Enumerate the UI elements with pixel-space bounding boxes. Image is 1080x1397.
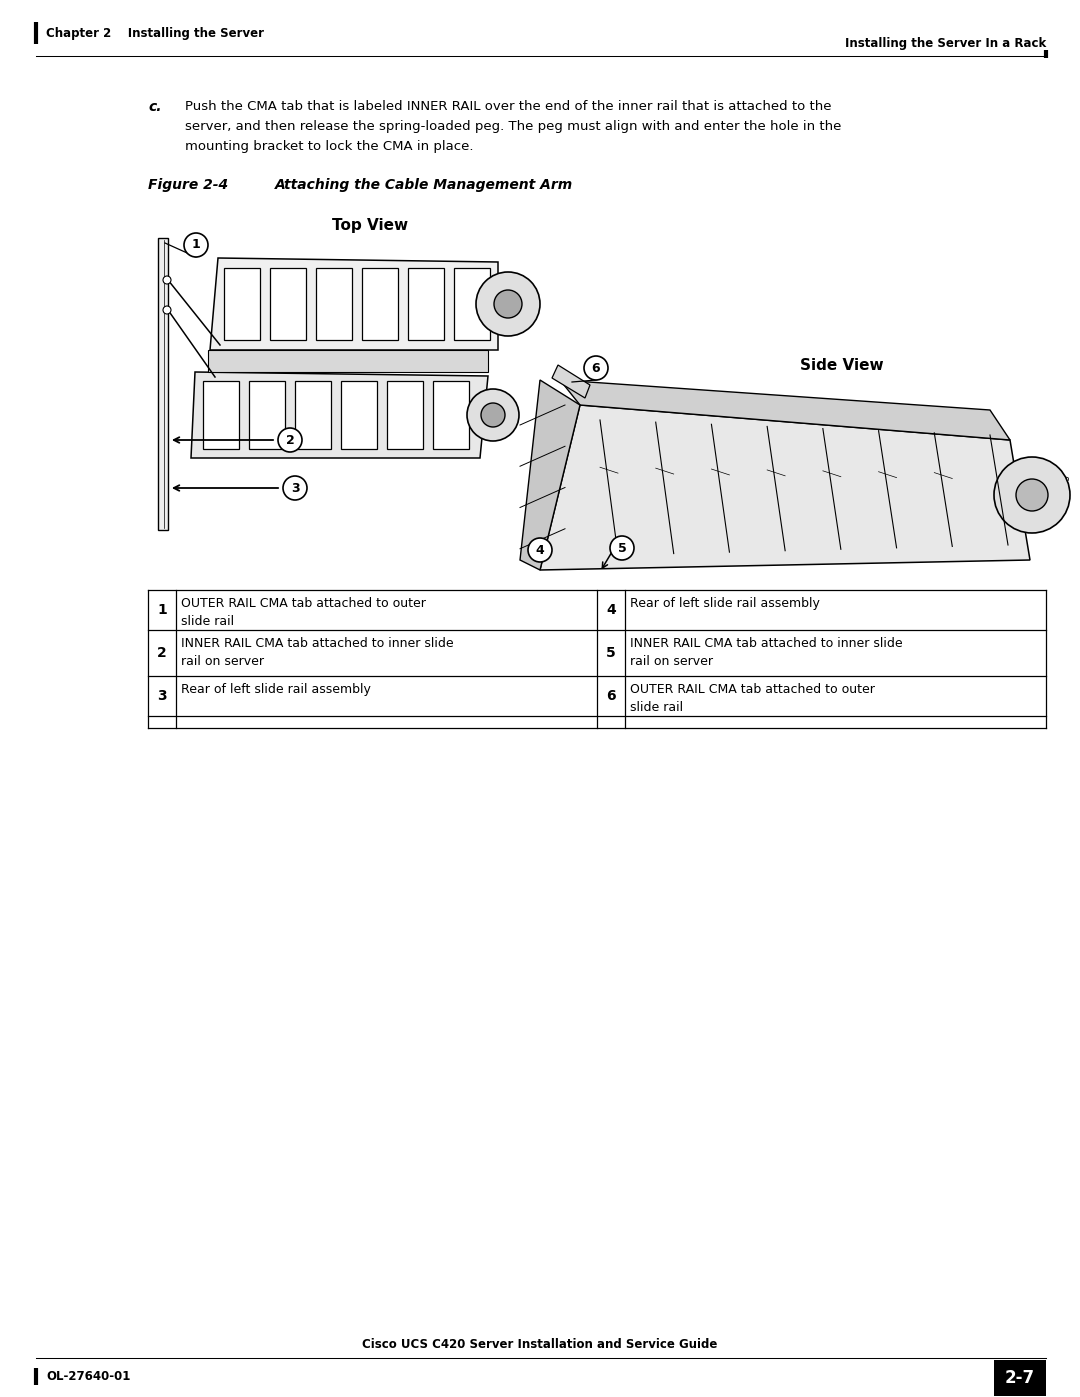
Text: 3: 3 [291, 482, 299, 495]
Bar [224, 268, 260, 339]
Text: 1: 1 [191, 239, 201, 251]
Bar [994, 1361, 1047, 1396]
Text: Chapter 2    Installing the Server: Chapter 2 Installing the Server [46, 27, 264, 39]
Text: 4: 4 [606, 604, 616, 617]
Circle shape [994, 457, 1070, 534]
Text: Push the CMA tab that is labeled INNER RAIL over the end of the inner rail that : Push the CMA tab that is labeled INNER R… [185, 101, 832, 113]
Bar [270, 268, 306, 339]
Bar [408, 268, 444, 339]
Text: 6: 6 [606, 689, 616, 703]
Circle shape [528, 538, 552, 562]
Text: Top View: Top View [332, 218, 408, 233]
Text: 2: 2 [285, 433, 295, 447]
Circle shape [494, 291, 522, 319]
Polygon shape [540, 405, 1030, 570]
Text: 6: 6 [592, 362, 600, 374]
Bar [316, 268, 352, 339]
Text: 330535: 330535 [1063, 474, 1071, 506]
Text: Side View: Side View [800, 358, 883, 373]
Bar [387, 381, 423, 448]
Circle shape [584, 356, 608, 380]
Bar [454, 268, 490, 339]
Circle shape [1016, 479, 1048, 511]
Bar [341, 381, 377, 448]
Text: OL-27640-01: OL-27640-01 [46, 1369, 131, 1383]
Text: 2: 2 [157, 645, 167, 659]
Circle shape [278, 427, 302, 453]
Bar [203, 381, 239, 448]
Text: OUTER RAIL CMA tab attached to outer: OUTER RAIL CMA tab attached to outer [181, 597, 426, 610]
Polygon shape [552, 365, 590, 398]
Text: INNER RAIL CMA tab attached to inner slide: INNER RAIL CMA tab attached to inner sli… [181, 637, 454, 650]
Circle shape [163, 306, 171, 314]
Text: OUTER RAIL CMA tab attached to outer: OUTER RAIL CMA tab attached to outer [630, 683, 875, 696]
Text: 3: 3 [158, 689, 166, 703]
Text: Rear of left slide rail assembly: Rear of left slide rail assembly [630, 597, 820, 610]
Polygon shape [561, 380, 1010, 440]
Text: 2-7: 2-7 [1004, 1369, 1035, 1387]
Circle shape [467, 388, 519, 441]
Bar [362, 268, 399, 339]
Text: 4: 4 [536, 543, 544, 556]
Text: rail on server: rail on server [630, 655, 713, 668]
Text: Figure 2-4: Figure 2-4 [148, 177, 228, 191]
Text: INNER RAIL CMA tab attached to inner slide: INNER RAIL CMA tab attached to inner sli… [630, 637, 903, 650]
Bar [433, 381, 469, 448]
Text: Attaching the Cable Management Arm: Attaching the Cable Management Arm [275, 177, 573, 191]
Text: slide rail: slide rail [181, 615, 234, 629]
Bar [249, 381, 285, 448]
Text: c.: c. [148, 101, 162, 115]
Circle shape [481, 402, 505, 427]
Circle shape [184, 233, 208, 257]
Text: rail on server: rail on server [181, 655, 264, 668]
Bar [208, 351, 488, 372]
Polygon shape [191, 372, 488, 458]
Text: 1: 1 [157, 604, 167, 617]
Text: Rear of left slide rail assembly: Rear of left slide rail assembly [181, 683, 370, 696]
Circle shape [610, 536, 634, 560]
Bar [158, 237, 168, 529]
Text: server, and then release the spring-loaded peg. The peg must align with and ente: server, and then release the spring-load… [185, 120, 841, 133]
Text: 5: 5 [606, 645, 616, 659]
Text: slide rail: slide rail [630, 701, 684, 714]
Bar [295, 381, 330, 448]
Text: 5: 5 [618, 542, 626, 555]
Text: Installing the Server In a Rack: Installing the Server In a Rack [845, 38, 1047, 50]
Polygon shape [519, 380, 580, 570]
Circle shape [283, 476, 307, 500]
Circle shape [163, 277, 171, 284]
Text: mounting bracket to lock the CMA in place.: mounting bracket to lock the CMA in plac… [185, 140, 473, 154]
Text: Cisco UCS C420 Server Installation and Service Guide: Cisco UCS C420 Server Installation and S… [362, 1338, 718, 1351]
Polygon shape [210, 258, 498, 351]
Circle shape [476, 272, 540, 337]
